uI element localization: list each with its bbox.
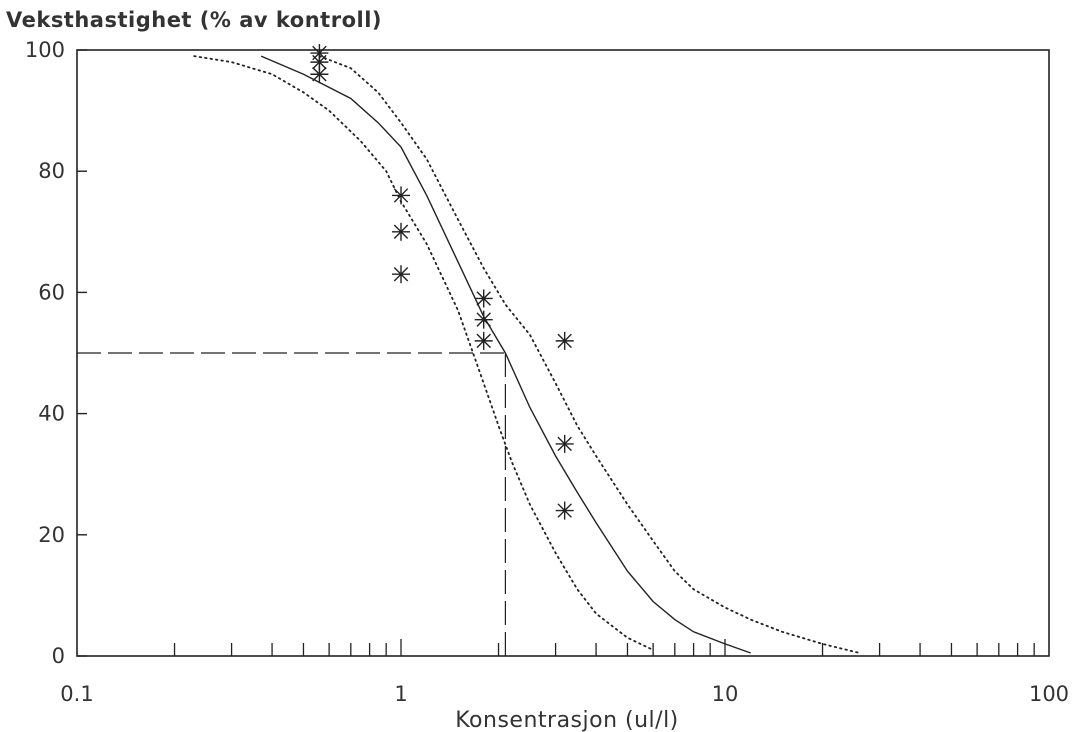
curves: [193, 55, 861, 654]
reference-lines: [77, 352, 506, 656]
x-tick-label: 10: [712, 682, 739, 706]
data-point: [474, 331, 493, 350]
observation-points: [310, 44, 574, 520]
x-tick-label: 1: [394, 682, 407, 706]
data-point: [474, 289, 493, 308]
data-point: [474, 310, 493, 329]
data-point: [555, 434, 574, 453]
y-tick-label: 40: [38, 402, 65, 426]
tick-marks: [77, 49, 1035, 657]
confidence-lower-curve: [193, 55, 654, 651]
asterisk-stroke: [312, 66, 327, 82]
asterisk-stroke: [476, 312, 491, 327]
confidence-upper-curve: [318, 55, 861, 654]
data-point: [310, 65, 329, 84]
data-point: [392, 186, 410, 205]
asterisk-stroke: [476, 333, 491, 349]
asterisk-stroke: [557, 333, 572, 349]
y-tick-label: 20: [38, 523, 65, 547]
x-axis-label: Konsentrasjon (ul/l): [455, 708, 679, 732]
asterisk-stroke: [557, 503, 572, 518]
fitted-curve: [260, 55, 751, 654]
tick-labels: 0 20 40 60 80 100 0.1 1 10 100: [25, 38, 1069, 706]
asterisk-stroke: [393, 188, 409, 203]
asterisk-stroke: [393, 266, 409, 282]
asterisk-stroke: [557, 436, 572, 452]
asterisk-stroke: [312, 54, 327, 70]
y-tick-label: 100: [25, 38, 65, 62]
y-tick-label: 80: [38, 159, 65, 183]
asterisk-stroke: [393, 224, 409, 240]
data-point: [555, 501, 574, 520]
x-tick-label: 0.1: [60, 682, 93, 706]
data-point: [392, 265, 410, 284]
x-tick-label: 100: [1029, 682, 1069, 706]
y-axis-label: Veksthastighet (% av kontroll): [6, 8, 382, 32]
data-point: [392, 222, 410, 241]
asterisk-stroke: [476, 291, 491, 306]
y-tick-label: 0: [52, 644, 65, 668]
y-tick-label: 60: [38, 280, 65, 304]
data-point: [555, 331, 574, 350]
